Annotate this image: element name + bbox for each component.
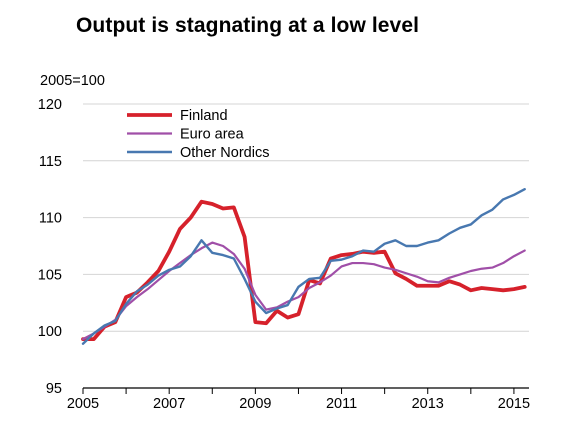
legend-label: Finland xyxy=(180,108,228,124)
chart-title: Output is stagnating at a low level xyxy=(76,14,420,37)
x-tick-label: 2015 xyxy=(498,396,530,412)
grid-lines xyxy=(83,103,529,332)
series-line-finland xyxy=(81,199,527,342)
x-tick-label: 2013 xyxy=(412,396,444,412)
x-tick-label: 2005 xyxy=(67,396,99,412)
axes xyxy=(82,387,529,394)
x-tick-label: 2009 xyxy=(239,396,271,412)
x-axis-ticks: 2005 2007 2009 2011 2013 2015 xyxy=(67,396,530,412)
x-tick-label: 2011 xyxy=(326,396,357,412)
series-line-euro-area xyxy=(81,241,526,341)
legend: Finland Euro area Other Nordics xyxy=(127,108,269,161)
series-line-other-nordics xyxy=(81,187,526,345)
y-axis-unit-label: 2005=100 xyxy=(40,73,105,89)
y-tick-label: 100 xyxy=(38,324,62,340)
y-tick-label: 120 xyxy=(38,97,62,113)
y-tick-label: 105 xyxy=(38,267,62,283)
legend-label: Other Nordics xyxy=(180,145,269,161)
legend-label: Euro area xyxy=(180,127,245,143)
y-tick-label: 95 xyxy=(46,381,62,397)
series-lines xyxy=(81,187,527,345)
x-tick-label: 2007 xyxy=(153,396,185,412)
y-tick-label: 110 xyxy=(39,211,62,227)
y-tick-label: 115 xyxy=(39,154,62,170)
y-axis-ticks: 95 100 105 110 115 120 xyxy=(38,97,62,397)
